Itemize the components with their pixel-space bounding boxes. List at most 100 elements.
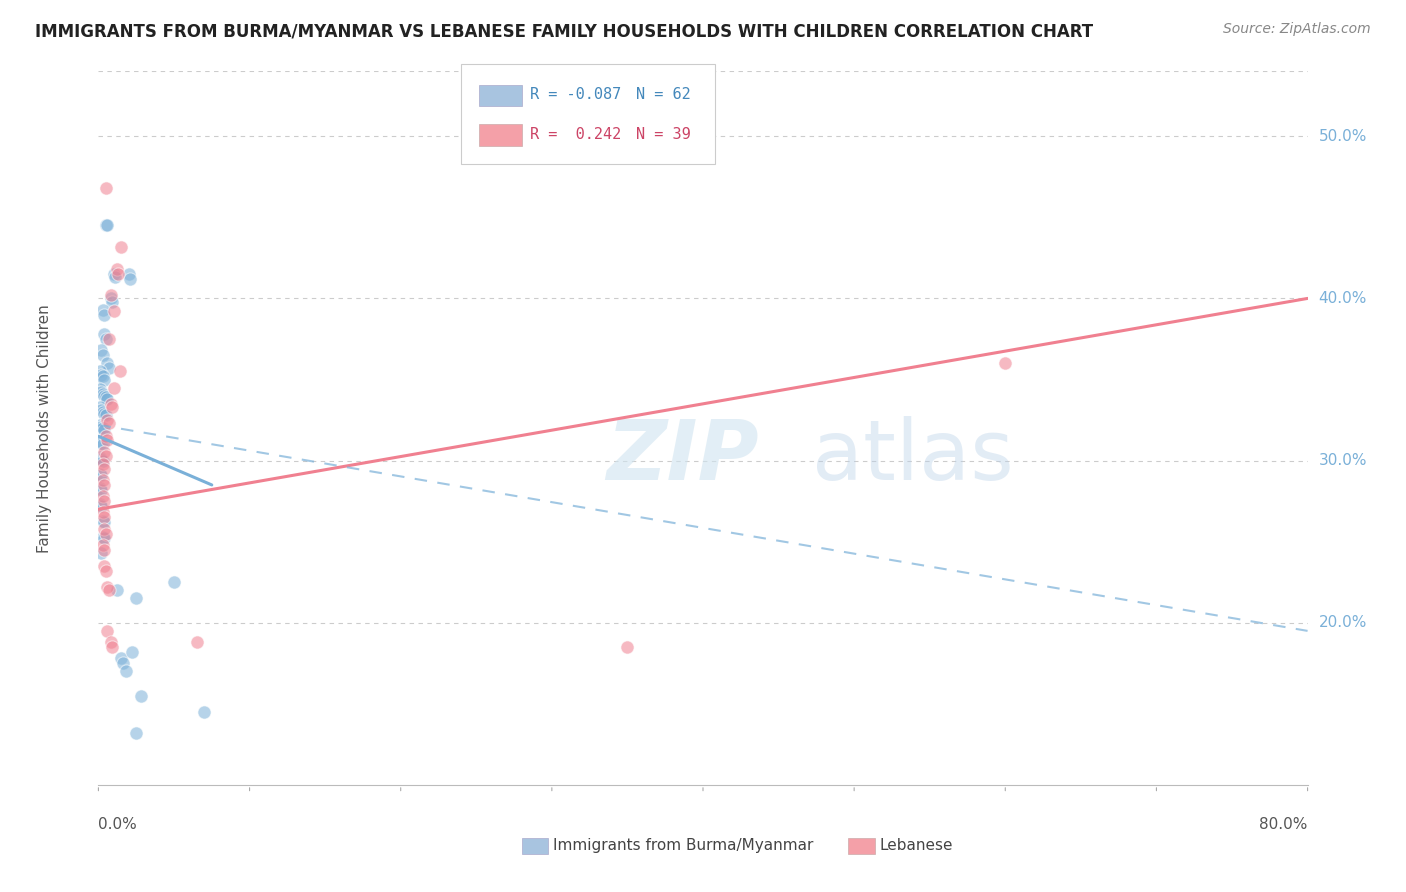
Point [107, 267, 129, 281]
Point [101, 294, 124, 309]
Point [89, 400, 111, 414]
Text: Source: ZipAtlas.com: Source: ZipAtlas.com [1223, 22, 1371, 37]
Text: Lebanese: Lebanese [880, 838, 953, 853]
Point [96, 433, 118, 447]
Point [105, 583, 128, 598]
Text: 80.0%: 80.0% [1260, 817, 1308, 832]
Point [120, 272, 142, 286]
Point [111, 657, 134, 671]
Point [93, 542, 115, 557]
Point [89, 467, 111, 481]
Text: R = -0.087: R = -0.087 [530, 87, 621, 103]
Point [93, 461, 115, 475]
Point [93, 522, 115, 536]
Point [91, 302, 114, 317]
Point [129, 689, 152, 703]
Point [94, 408, 117, 422]
Point [91, 530, 114, 544]
Point [110, 239, 132, 253]
Text: 0.0%: 0.0% [98, 817, 138, 832]
FancyBboxPatch shape [461, 64, 716, 164]
Point [94, 390, 117, 404]
Point [193, 705, 215, 719]
Point [103, 267, 125, 281]
Point [118, 267, 141, 281]
Point [93, 532, 115, 546]
Point [98, 332, 121, 346]
FancyBboxPatch shape [479, 124, 522, 145]
Point [93, 308, 115, 322]
Point [89, 497, 111, 511]
Point [105, 262, 128, 277]
Point [93, 515, 115, 529]
Point [104, 270, 127, 285]
Point [93, 327, 115, 342]
Text: IMMIGRANTS FROM BURMA/MYANMAR VS LEBANESE FAMILY HOUSEHOLDS WITH CHILDREN CORREL: IMMIGRANTS FROM BURMA/MYANMAR VS LEBANES… [35, 22, 1094, 40]
Point [94, 429, 117, 443]
Point [91, 538, 114, 552]
Text: 40.0%: 40.0% [1319, 291, 1367, 306]
Point [103, 304, 125, 318]
Point [91, 514, 114, 528]
Point [91, 473, 114, 487]
Point [100, 288, 122, 302]
Text: N = 39: N = 39 [637, 127, 692, 142]
Text: 30.0%: 30.0% [1319, 453, 1367, 468]
Text: 20.0%: 20.0% [1319, 615, 1367, 631]
Point [91, 506, 114, 520]
Point [91, 457, 114, 471]
Point [96, 413, 118, 427]
Text: Immigrants from Burma/Myanmar: Immigrants from Burma/Myanmar [553, 838, 814, 853]
Point [94, 564, 117, 578]
Point [91, 405, 114, 419]
Point [103, 381, 125, 395]
Point [110, 651, 132, 665]
Point [114, 665, 136, 679]
Point [98, 583, 121, 598]
Text: 50.0%: 50.0% [1319, 128, 1367, 144]
Point [94, 449, 117, 463]
Point [90, 435, 112, 450]
Point [94, 181, 117, 195]
Point [91, 348, 114, 362]
Point [100, 397, 122, 411]
Point [90, 468, 112, 483]
Point [93, 389, 115, 403]
Point [90, 368, 112, 382]
Point [89, 364, 111, 378]
Point [91, 437, 114, 451]
Point [93, 478, 115, 492]
FancyBboxPatch shape [848, 838, 875, 855]
Text: atlas: atlas [811, 417, 1014, 497]
Point [100, 292, 122, 306]
Point [93, 423, 115, 437]
Point [90, 546, 112, 560]
Point [90, 483, 112, 497]
Point [91, 369, 114, 384]
Point [96, 219, 118, 233]
Point [93, 445, 115, 459]
Point [89, 417, 111, 432]
Point [96, 580, 118, 594]
Point [994, 356, 1017, 370]
Point [90, 499, 112, 513]
Point [101, 400, 124, 414]
Point [89, 481, 111, 495]
Point [98, 361, 121, 376]
Point [89, 434, 111, 449]
FancyBboxPatch shape [522, 838, 548, 855]
Point [186, 635, 208, 649]
Text: R =  0.242: R = 0.242 [530, 127, 621, 142]
Point [91, 387, 114, 401]
Point [96, 624, 118, 638]
Point [93, 510, 115, 524]
Point [94, 219, 117, 233]
Point [96, 392, 118, 406]
Point [93, 407, 115, 421]
Point [91, 453, 114, 467]
Point [91, 489, 114, 503]
Point [94, 332, 117, 346]
Text: Family Households with Children: Family Households with Children [37, 304, 52, 552]
Point [90, 403, 112, 417]
Point [98, 417, 121, 431]
